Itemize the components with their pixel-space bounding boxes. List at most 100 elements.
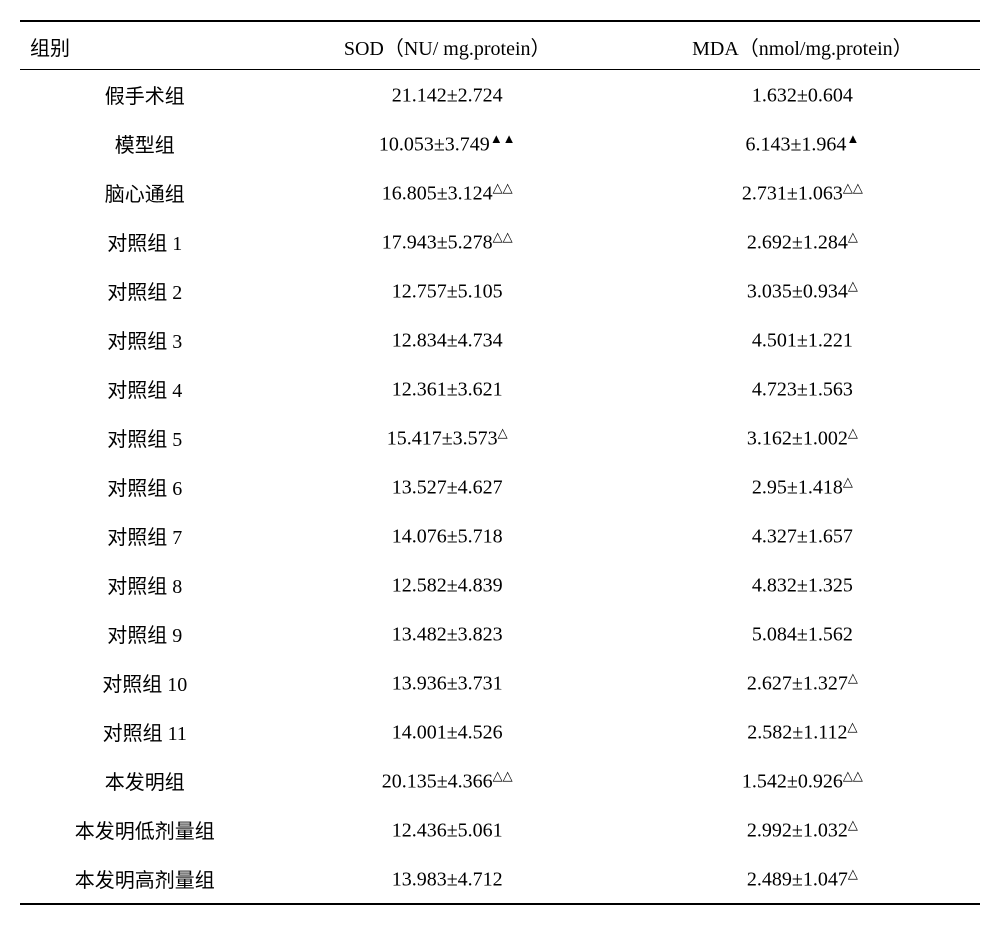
cell-group: 对照组 5	[20, 413, 270, 462]
cell-sod: 13.983±4.712	[270, 854, 625, 904]
cell-mda: 2.95±1.418△	[625, 462, 980, 511]
cell-group: 对照组 3	[20, 315, 270, 364]
table-row: 假手术组21.142±2.7241.632±0.604	[20, 70, 980, 120]
mda-sup: △	[848, 425, 858, 440]
mda-value: 3.162±1.002	[747, 427, 848, 449]
sod-value: 12.834±4.734	[392, 329, 503, 351]
cell-group: 对照组 1	[20, 217, 270, 266]
table-row: 对照组 9 13.482±3.823 5.084±1.562	[20, 609, 980, 658]
cell-group: 对照组 7	[20, 511, 270, 560]
cell-group: 对照组 9	[20, 609, 270, 658]
sod-sup: △△	[493, 180, 513, 195]
sod-value: 14.001±4.526	[392, 721, 503, 743]
cell-mda: 4.832±1.325	[625, 560, 980, 609]
cell-group: 脑心通组	[20, 168, 270, 217]
mda-value: 2.627±1.327	[747, 672, 848, 694]
table-row: 对照组 1013.936±3.7312.627±1.327△	[20, 658, 980, 707]
cell-mda: 2.627±1.327△	[625, 658, 980, 707]
mda-sup: △	[848, 229, 858, 244]
mda-value: 1.542±0.926	[742, 770, 843, 792]
sod-value: 14.076±5.718	[392, 525, 503, 547]
cell-sod: 15.417±3.573△	[270, 413, 625, 462]
cell-group: 本发明组	[20, 756, 270, 805]
cell-group: 本发明高剂量组	[20, 854, 270, 904]
table-row: 模型组 10.053±3.749▲▲ 6.143±1.964▲	[20, 119, 980, 168]
table-row: 对照组 11 14.001±4.526 2.582±1.112△	[20, 707, 980, 756]
mda-value: 2.992±1.032	[747, 819, 848, 841]
cell-mda: 2.582±1.112△	[625, 707, 980, 756]
cell-mda: 2.489±1.047△	[625, 854, 980, 904]
sod-value: 17.943±5.278	[382, 231, 493, 253]
sod-sup: △△	[493, 768, 513, 783]
cell-group: 对照组 11	[20, 707, 270, 756]
mda-sup: △△	[843, 768, 863, 783]
sod-sup: ▲▲	[490, 131, 516, 146]
cell-group: 模型组	[20, 119, 270, 168]
cell-sod: 13.482±3.823	[270, 609, 625, 658]
table-body: 假手术组21.142±2.7241.632±0.604 模型组 10.053±3.…	[20, 70, 980, 905]
mda-value: 3.035±0.934	[747, 280, 848, 302]
table-row: 对照组 412.361±3.6214.723±1.563	[20, 364, 980, 413]
cell-sod: 12.582±4.839	[270, 560, 625, 609]
cell-sod: 17.943±5.278△△	[270, 217, 625, 266]
cell-mda: 4.501±1.221	[625, 315, 980, 364]
mda-value: 2.731±1.063	[742, 182, 843, 204]
cell-sod: 13.936±3.731	[270, 658, 625, 707]
mda-value: 2.692±1.284	[747, 231, 848, 253]
cell-group: 对照组 2	[20, 266, 270, 315]
mda-value: 2.95±1.418	[752, 476, 843, 498]
sod-value: 20.135±4.366	[382, 770, 493, 792]
mda-value: 1.632±0.604	[752, 84, 853, 106]
col-header-group: 组别	[20, 21, 270, 70]
cell-mda: 5.084±1.562	[625, 609, 980, 658]
sod-value: 13.936±3.731	[392, 672, 503, 694]
cell-group: 对照组 8	[20, 560, 270, 609]
table-row: 对照组 8 12.582±4.839 4.832±1.325	[20, 560, 980, 609]
mda-value: 4.723±1.563	[752, 378, 853, 400]
cell-group: 本发明低剂量组	[20, 805, 270, 854]
mda-sup: △	[848, 670, 858, 685]
cell-sod: 12.757±5.105	[270, 266, 625, 315]
sod-value: 12.436±5.061	[392, 819, 503, 841]
table-row: 对照组 3 12.834±4.734 4.501±1.221	[20, 315, 980, 364]
mda-value: 4.501±1.221	[752, 329, 853, 351]
sod-value: 10.053±3.749	[379, 133, 490, 155]
sod-value: 13.482±3.823	[392, 623, 503, 645]
cell-group: 对照组 6	[20, 462, 270, 511]
cell-sod: 16.805±3.124△△	[270, 168, 625, 217]
mda-sup: △△	[843, 180, 863, 195]
table-row: 本发明组20.135±4.366△△1.542±0.926△△	[20, 756, 980, 805]
table-row: 本发明低剂量组 12.436±5.061 2.992±1.032△	[20, 805, 980, 854]
mda-sup: ▲	[846, 131, 859, 146]
table-row: 对照组 613.527±4.6272.95±1.418△	[20, 462, 980, 511]
sod-value: 16.805±3.124	[382, 182, 493, 204]
mda-value: 4.327±1.657	[752, 525, 853, 547]
mda-value: 6.143±1.964	[745, 133, 846, 155]
table-row: 对照组 515.417±3.573△3.162±1.002△	[20, 413, 980, 462]
data-table: 组别 SOD（NU/ mg.protein） MDA（nmol/mg.prote…	[20, 20, 980, 905]
table-row: 对照组 7 14.076±5.718 4.327±1.657	[20, 511, 980, 560]
sod-sup: △	[498, 425, 508, 440]
mda-sup: △	[848, 719, 858, 734]
cell-mda: 3.162±1.002△	[625, 413, 980, 462]
sod-value: 12.582±4.839	[392, 574, 503, 596]
cell-sod: 12.361±3.621	[270, 364, 625, 413]
mda-value: 2.489±1.047	[747, 868, 848, 890]
cell-sod: 20.135±4.366△△	[270, 756, 625, 805]
header-row: 组别 SOD（NU/ mg.protein） MDA（nmol/mg.prote…	[20, 21, 980, 70]
cell-mda: 4.327±1.657	[625, 511, 980, 560]
cell-sod: 12.834±4.734	[270, 315, 625, 364]
col-header-mda: MDA（nmol/mg.protein）	[625, 21, 980, 70]
cell-mda: 6.143±1.964▲	[625, 119, 980, 168]
sod-value: 15.417±3.573	[387, 427, 498, 449]
cell-mda: 2.692±1.284△	[625, 217, 980, 266]
sod-value: 12.361±3.621	[392, 378, 503, 400]
cell-sod: 14.001±4.526	[270, 707, 625, 756]
mda-value: 4.832±1.325	[752, 574, 853, 596]
mda-sup: △	[848, 866, 858, 881]
mda-sup: △	[848, 278, 858, 293]
sod-value: 12.757±5.105	[392, 280, 503, 302]
cell-mda: 1.542±0.926△△	[625, 756, 980, 805]
mda-sup: △	[848, 817, 858, 832]
cell-sod: 14.076±5.718	[270, 511, 625, 560]
